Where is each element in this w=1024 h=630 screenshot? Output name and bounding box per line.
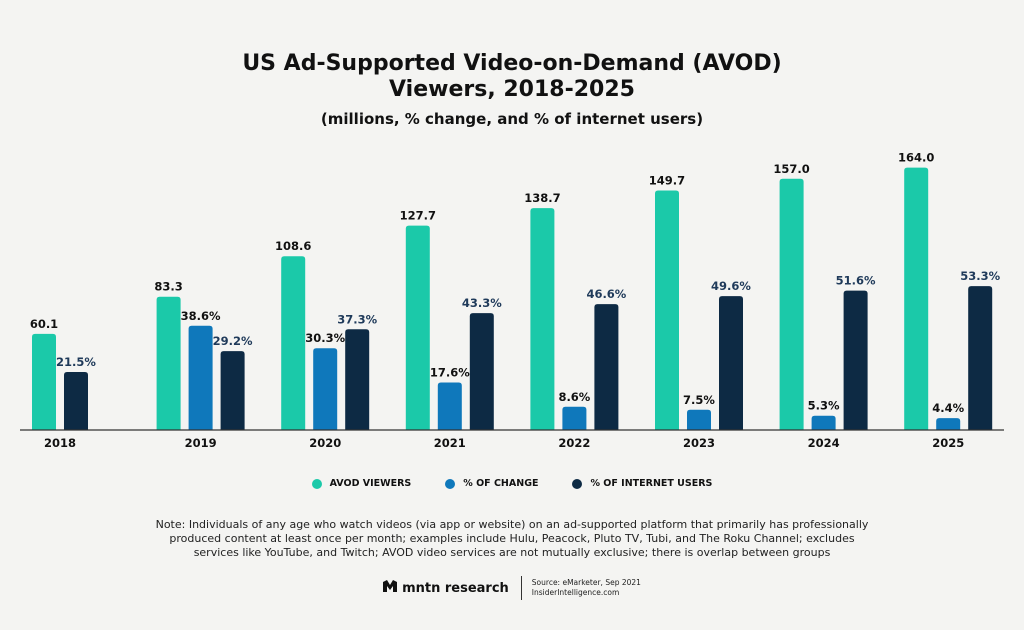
bar-chart: 60.1 21.5% 2018 83.3 38.6% 29.2% 2019 108.6 30.3… — [20, 151, 1004, 450]
legend-label-avod: AVOD VIEWERS — [329, 478, 412, 489]
data-label-avod-2021: 127.7 — [400, 209, 436, 223]
legend-label-internet: % OF INTERNET USERS — [590, 478, 713, 489]
legend-item-avod: AVOD VIEWERS — [311, 478, 412, 489]
data-label-internet-2021: 43.3% — [462, 296, 502, 310]
x-tick-label-2021: 2021 — [434, 436, 466, 450]
chart-note: Note: Individuals of any age who watch v… — [155, 518, 869, 559]
footer-divider — [520, 576, 522, 600]
data-label-change-2021: 17.6% — [430, 365, 470, 379]
mntn-logo-icon — [383, 580, 398, 596]
legend: AVOD VIEWERS % OF CHANGE % OF INTERNET U… — [0, 478, 1024, 489]
data-label-internet-2023: 49.6% — [711, 279, 751, 293]
data-label-internet-2019: 29.2% — [213, 334, 253, 348]
bar-change-2025 — [936, 418, 961, 430]
data-label-change-2022: 8.6% — [558, 390, 590, 404]
bar-change-2023 — [687, 409, 711, 430]
bar-change-2024 — [811, 415, 836, 430]
legend-item-internet: % OF INTERNET USERS — [572, 478, 712, 489]
bar-internet-2022 — [594, 304, 619, 430]
data-label-internet-2024: 51.6% — [836, 274, 876, 288]
data-label-avod-2019: 83.3 — [154, 280, 182, 294]
bar-internet-2020 — [345, 329, 370, 430]
bar-internet-2023 — [719, 296, 743, 430]
data-label-avod-2020: 108.6 — [275, 239, 311, 253]
bar-avod-2021 — [405, 225, 430, 430]
x-tick-label-2020: 2020 — [309, 436, 341, 450]
x-tick-label-2019: 2019 — [185, 436, 217, 450]
brand: mntn research — [383, 580, 521, 596]
bar-change-2019 — [188, 325, 213, 430]
bar-change-2021 — [437, 382, 462, 430]
x-tick-label-2022: 2022 — [558, 436, 590, 450]
bar-avod-2025 — [904, 167, 929, 430]
chart-title-line-1: US Ad-Supported Video-on-Demand (AVOD) — [242, 51, 782, 76]
x-tick-label-2023: 2023 — [683, 436, 715, 450]
footer: mntn research Source: eMarketer, Sep 202… — [0, 576, 1024, 600]
bar-internet-2019 — [220, 351, 245, 430]
data-label-avod-2024: 157.0 — [773, 162, 809, 176]
bar-avod-2022 — [530, 208, 555, 430]
bar-avod-2019 — [156, 296, 181, 430]
legend-label-change: % OF CHANGE — [463, 478, 539, 489]
bar-avod-2024 — [779, 178, 804, 430]
data-label-change-2024: 5.3% — [808, 399, 840, 413]
bar-internet-2021 — [469, 313, 494, 430]
x-tick-label-2025: 2025 — [932, 436, 964, 450]
data-label-internet-2020: 37.3% — [337, 312, 377, 326]
legend-swatch-avod — [311, 478, 322, 489]
bar-change-2020 — [313, 348, 338, 430]
data-label-change-2025: 4.4% — [932, 401, 964, 415]
bar-avod-2018 — [32, 333, 56, 430]
data-label-avod-2022: 138.7 — [524, 191, 560, 205]
bar-internet-2025 — [968, 286, 993, 430]
data-label-internet-2025: 53.3% — [960, 269, 1000, 283]
bar-internet-2024 — [843, 290, 868, 430]
source-line-2: InsiderIntelligence.com — [531, 588, 620, 597]
data-label-internet-2018: 21.5% — [56, 355, 96, 369]
legend-swatch-internet — [572, 478, 583, 489]
data-label-avod-2023: 149.7 — [649, 173, 685, 187]
brand-name: mntn research — [402, 580, 509, 596]
bar-avod-2023 — [655, 190, 679, 430]
data-label-change-2023: 7.5% — [683, 393, 715, 407]
bar-avod-2020 — [281, 256, 306, 430]
chart-subtitle: (millions, % change, and % of internet u… — [320, 110, 704, 128]
legend-item-change: % OF CHANGE — [445, 478, 538, 489]
data-label-avod-2025: 164.0 — [898, 151, 934, 165]
data-label-avod-2018: 60.1 — [30, 317, 58, 331]
bar-internet-2018 — [64, 371, 88, 430]
data-label-change-2020: 30.3% — [305, 331, 345, 345]
legend-swatch-change — [445, 478, 456, 489]
x-tick-label-2024: 2024 — [808, 436, 840, 450]
data-label-change-2019: 38.6% — [181, 309, 221, 323]
chart-title-line-2: Viewers, 2018-2025 — [389, 77, 635, 102]
source-line-1: Source: eMarketer, Sep 2021 — [531, 578, 641, 587]
x-tick-label-2018: 2018 — [44, 436, 76, 450]
bar-change-2022 — [562, 406, 587, 430]
source: Source: eMarketer, Sep 2021 InsiderIntel… — [522, 578, 641, 598]
data-label-internet-2022: 46.6% — [586, 287, 626, 301]
